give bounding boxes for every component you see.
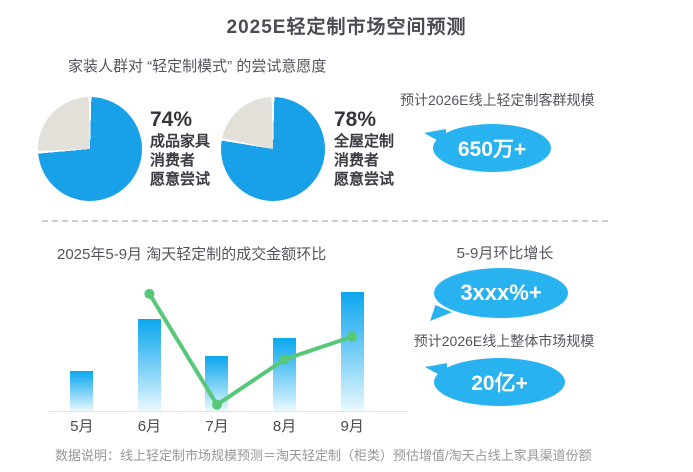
pie-label-whole-house: 78% 全屋定制 消费者 愿意尝试 — [334, 108, 394, 189]
data-source-note: 数据说明：线上轻定制市场规模预测＝淘天轻定制（柜类）预估增值/淘天占线上家具渠道… — [55, 448, 592, 463]
page-title: 2025E轻定制市场空间预测 — [226, 17, 467, 38]
pie-label-line: 愿意尝试 — [150, 171, 211, 188]
growth-value: 3xxx%+ — [460, 280, 542, 305]
market-scale-bubble: 20亿+ — [434, 358, 565, 406]
trend-line-svg — [144, 288, 358, 410]
customer-scale-bubble: 650万+ — [433, 124, 551, 172]
pie-label-line: 消费者 — [334, 152, 380, 169]
pie-label-line: 消费者 — [150, 152, 196, 169]
market-scale-value: 20亿+ — [471, 372, 528, 395]
dotted-divider — [42, 220, 608, 222]
combo-chart-title: 2025年5-9月 淘天轻定制的成交金额环比 — [57, 246, 327, 263]
combo-chart — [48, 285, 408, 412]
growth-bubble: 3xxx%+ — [434, 268, 568, 318]
pie-chart-whole-house — [221, 97, 325, 201]
month-label: 9月 — [340, 418, 364, 435]
customer-scale-value: 650万+ — [457, 138, 527, 161]
bar — [340, 292, 364, 411]
month-labels: 5月 6月 7月 8月 9月 — [48, 415, 386, 436]
growth-caption: 5-9月环比增长 — [456, 245, 554, 262]
pie-percent: 78% — [334, 108, 377, 131]
pie-label-line: 愿意尝试 — [334, 171, 395, 188]
customer-scale-caption: 预计2026E线上轻定制客群规模 — [400, 92, 595, 108]
bar — [137, 319, 161, 411]
month-label: 8月 — [272, 418, 297, 435]
pie-label-finished-furniture: 74% 成品家具 消费者 愿意尝试 — [150, 108, 210, 189]
pie-percent: 74% — [150, 108, 193, 131]
pie-label-line: 成品家具 — [150, 133, 211, 150]
pie-label-line: 全屋定制 — [334, 133, 395, 150]
market-scale-caption: 预计2026E线上整体市场规模 — [413, 333, 595, 349]
bar — [70, 370, 94, 411]
month-label: 5月 — [70, 418, 94, 435]
month-label: 6月 — [137, 418, 162, 435]
pie-chart-finished-furniture — [38, 97, 142, 201]
month-label: 7月 — [205, 418, 229, 435]
top-section-subtitle: 家装人群对 “轻定制模式” 的尝试意愿度 — [68, 58, 327, 75]
